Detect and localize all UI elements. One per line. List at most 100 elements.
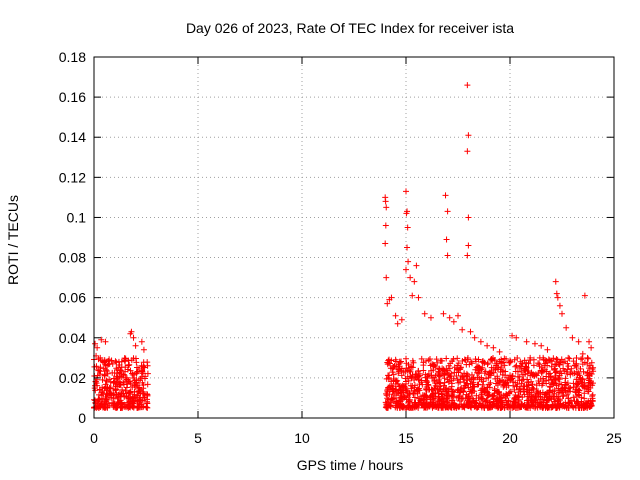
data-point xyxy=(514,373,521,380)
data-point xyxy=(507,388,514,395)
data-point xyxy=(528,369,535,376)
y-tick-label: 0.12 xyxy=(59,169,86,185)
data-point xyxy=(530,385,537,392)
data-point xyxy=(531,372,538,379)
data-point xyxy=(133,369,140,376)
data-point xyxy=(529,384,536,391)
data-point xyxy=(104,403,111,410)
data-point xyxy=(581,292,588,299)
data-point xyxy=(382,198,389,205)
data-point xyxy=(413,262,420,269)
data-point xyxy=(482,398,489,405)
data-point xyxy=(412,399,419,406)
data-point xyxy=(419,392,426,399)
data-point xyxy=(135,388,142,395)
data-point xyxy=(518,404,525,411)
data-point xyxy=(132,342,139,349)
data-point xyxy=(456,393,463,400)
data-point xyxy=(445,393,452,400)
data-point xyxy=(98,392,105,399)
data-point xyxy=(580,368,587,375)
data-point xyxy=(120,372,127,379)
data-point xyxy=(394,320,401,327)
data-point xyxy=(390,395,397,402)
data-point xyxy=(465,214,472,221)
data-point xyxy=(451,401,458,408)
data-point xyxy=(589,366,596,373)
data-point xyxy=(418,355,425,362)
data-point xyxy=(107,384,114,391)
data-point xyxy=(559,385,566,392)
y-tick-label: 0.1 xyxy=(67,209,87,225)
data-point xyxy=(114,374,121,381)
data-point xyxy=(564,380,571,387)
data-point xyxy=(569,403,576,410)
data-point xyxy=(465,242,472,249)
data-point xyxy=(392,380,399,387)
data-point xyxy=(444,388,451,395)
data-point xyxy=(123,384,130,391)
data-point xyxy=(537,389,544,396)
data-point xyxy=(140,364,147,371)
data-point xyxy=(571,362,578,369)
data-point xyxy=(570,384,577,391)
data-point xyxy=(406,397,413,404)
data-point xyxy=(494,375,501,382)
data-point xyxy=(112,386,119,393)
data-point xyxy=(535,360,542,367)
data-point xyxy=(477,387,484,394)
data-point xyxy=(428,367,435,374)
x-tick-label: 15 xyxy=(398,430,414,446)
data-point xyxy=(503,355,510,362)
data-point xyxy=(439,357,446,364)
data-point xyxy=(101,372,108,379)
data-point xyxy=(385,374,392,381)
data-point xyxy=(134,404,141,411)
data-point xyxy=(397,390,404,397)
data-point xyxy=(519,360,526,367)
data-point xyxy=(569,334,576,341)
data-point xyxy=(394,377,401,384)
data-point xyxy=(425,381,432,388)
data-point xyxy=(472,366,479,373)
data-point xyxy=(531,393,538,400)
x-tick-label: 20 xyxy=(502,430,518,446)
data-point xyxy=(472,356,479,363)
data-point xyxy=(584,354,591,361)
data-point xyxy=(405,377,412,384)
data-point xyxy=(422,377,429,384)
x-axis-label: GPS time / hours xyxy=(297,457,404,473)
data-point xyxy=(94,366,101,373)
data-point xyxy=(438,390,445,397)
data-point xyxy=(528,397,535,404)
data-point xyxy=(386,391,393,398)
data-point xyxy=(134,392,141,399)
y-tick-label: 0.14 xyxy=(59,129,86,145)
data-point xyxy=(464,148,471,155)
data-point xyxy=(555,398,562,405)
data-point xyxy=(487,404,494,411)
data-point xyxy=(123,377,130,384)
data-point xyxy=(423,385,430,392)
data-point xyxy=(440,401,447,408)
data-point xyxy=(461,384,468,391)
data-point xyxy=(137,375,144,382)
data-point xyxy=(114,366,121,373)
data-point xyxy=(453,394,460,401)
data-point xyxy=(458,401,465,408)
data-point xyxy=(475,367,482,374)
data-point xyxy=(584,372,591,379)
data-point xyxy=(124,366,131,373)
data-point xyxy=(92,340,99,347)
data-point xyxy=(542,366,549,373)
data-point xyxy=(521,357,528,364)
data-point xyxy=(454,377,461,384)
data-point xyxy=(96,367,103,374)
data-point xyxy=(411,278,418,285)
data-point xyxy=(415,385,422,392)
data-point xyxy=(426,402,433,409)
data-point xyxy=(583,385,590,392)
data-point xyxy=(402,368,409,375)
data-point xyxy=(447,372,454,379)
